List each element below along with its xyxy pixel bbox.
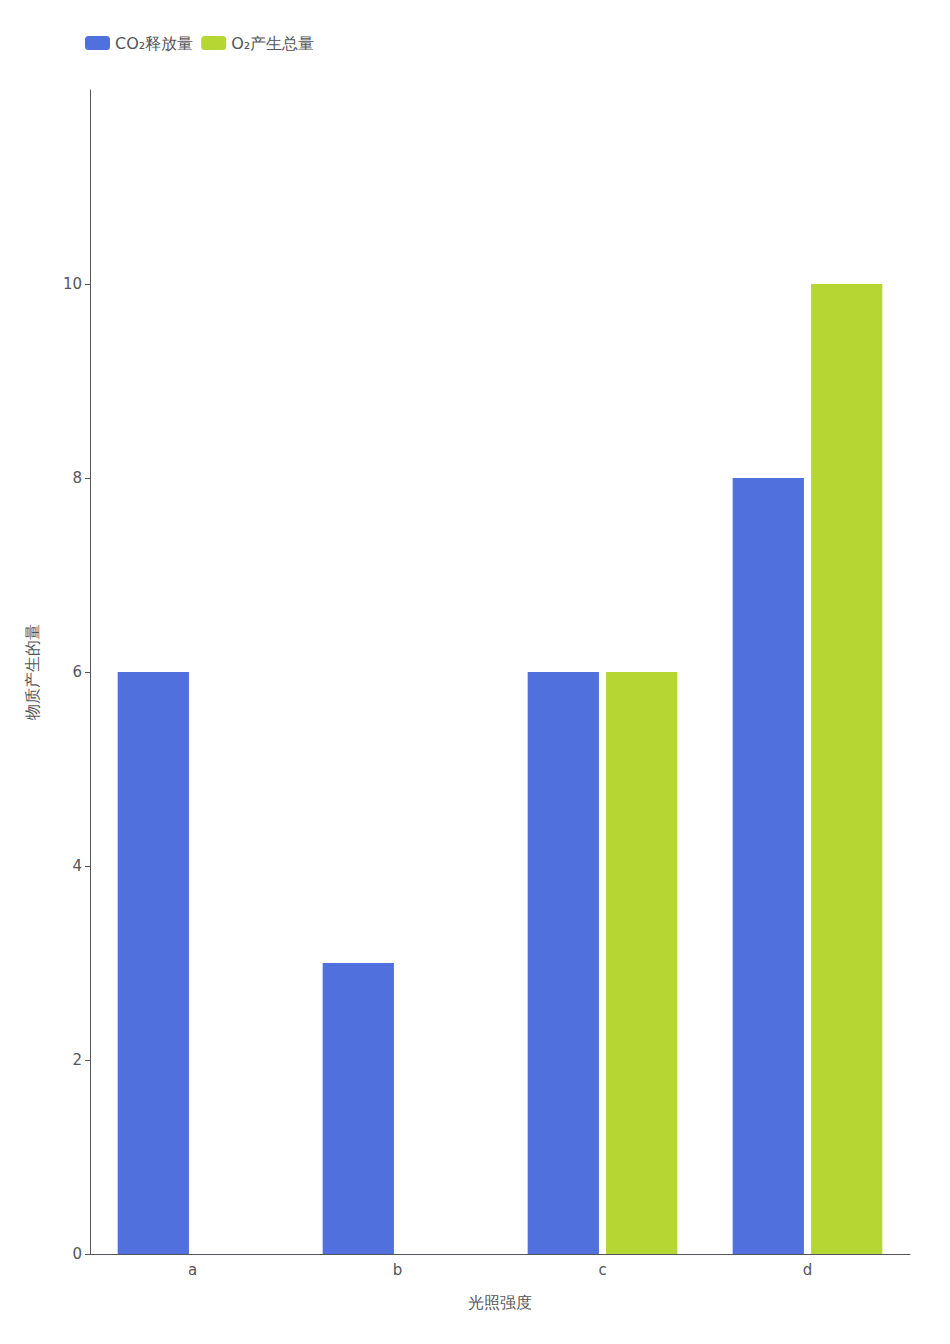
svg-text:a: a (188, 1261, 197, 1279)
svg-text:物质产生的量: 物质产生的量 (23, 624, 42, 720)
svg-text:0: 0 (72, 1245, 82, 1263)
svg-text:2: 2 (72, 1051, 82, 1069)
svg-text:4: 4 (72, 857, 82, 875)
svg-text:O₂产生总量: O₂产生总量 (231, 34, 314, 53)
svg-text:8: 8 (72, 469, 82, 487)
svg-text:10: 10 (63, 275, 82, 293)
svg-text:c: c (598, 1261, 606, 1279)
svg-text:d: d (803, 1261, 813, 1279)
svg-text:b: b (393, 1261, 403, 1279)
svg-text:6: 6 (72, 663, 82, 681)
svg-text:光照强度: 光照强度 (468, 1293, 532, 1312)
svg-text:CO₂释放量: CO₂释放量 (115, 34, 193, 53)
